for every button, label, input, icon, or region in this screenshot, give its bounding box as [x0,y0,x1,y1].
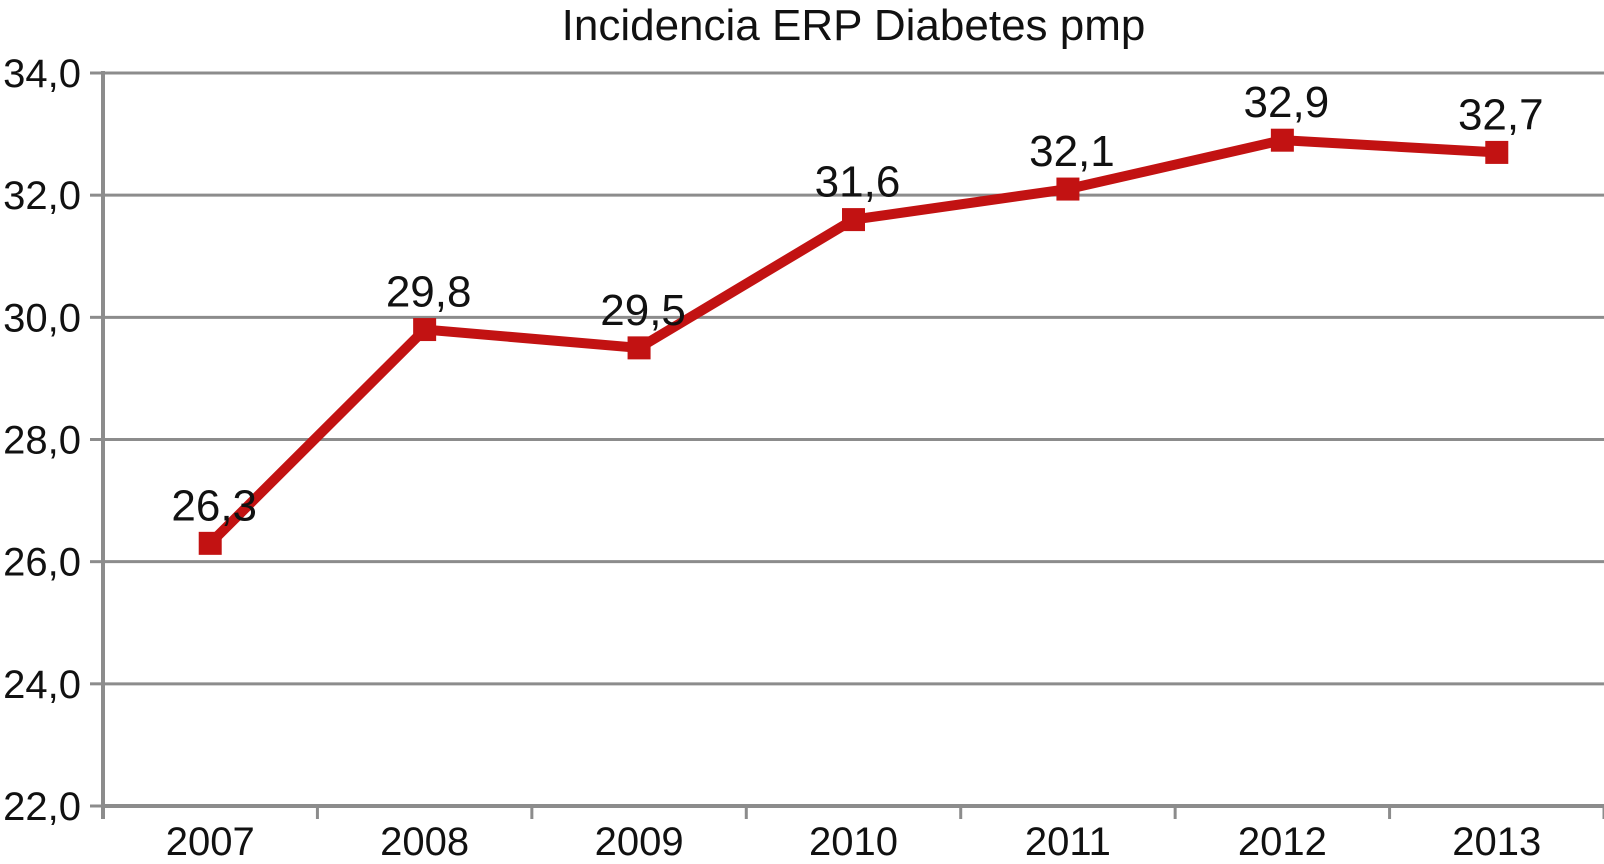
y-axis-tick-labels: 22,0 24,0 26,0 28,0 30,0 32,0 34,0 [3,52,81,829]
x-axis-ticks [101,806,1604,819]
data-point-marker [842,208,865,232]
data-point-marker [1270,128,1294,152]
data-label: 31,6 [815,158,901,207]
data-point-marker [1056,177,1080,201]
y-axis-tick-label: 24,0 [3,663,81,707]
y-axis-tick-label: 34,0 [3,52,81,96]
data-point-marker [1485,140,1509,164]
data-label: 32,7 [1458,90,1544,139]
data-label: 29,8 [386,268,472,317]
data-label: 32,9 [1244,78,1330,127]
x-axis-tick-label: 2011 [1025,820,1111,864]
data-point-marker [627,336,651,360]
data-label: 29,5 [600,286,686,335]
data-point-marker [198,531,222,555]
data-label: 26,3 [171,481,257,530]
y-axis-tick-label: 22,0 [3,785,81,829]
y-axis-tick-label: 28,0 [3,419,81,463]
data-labels: 26,3 29,8 29,5 31,6 32,1 32,9 32,7 [171,78,1543,530]
x-axis-tick-label: 2008 [380,820,469,864]
y-axis-tick-label: 32,0 [3,174,81,218]
y-axis-ticks [90,71,103,808]
x-axis-tick-label: 2010 [809,820,898,864]
data-point-markers [198,128,1509,555]
data-label: 32,1 [1029,127,1115,176]
x-axis-tick-label: 2009 [595,820,684,864]
y-axis-tick-label: 26,0 [3,541,81,585]
x-axis-tick-label: 2007 [166,820,255,864]
y-axis-tick-label: 30,0 [3,296,81,340]
x-axis-tick-label: 2012 [1238,820,1327,864]
x-axis-tick-label: 2013 [1452,820,1541,864]
x-axis-tick-labels: 2007 2008 2009 2010 2011 2012 2013 [166,820,1542,864]
data-point-marker [413,318,437,342]
